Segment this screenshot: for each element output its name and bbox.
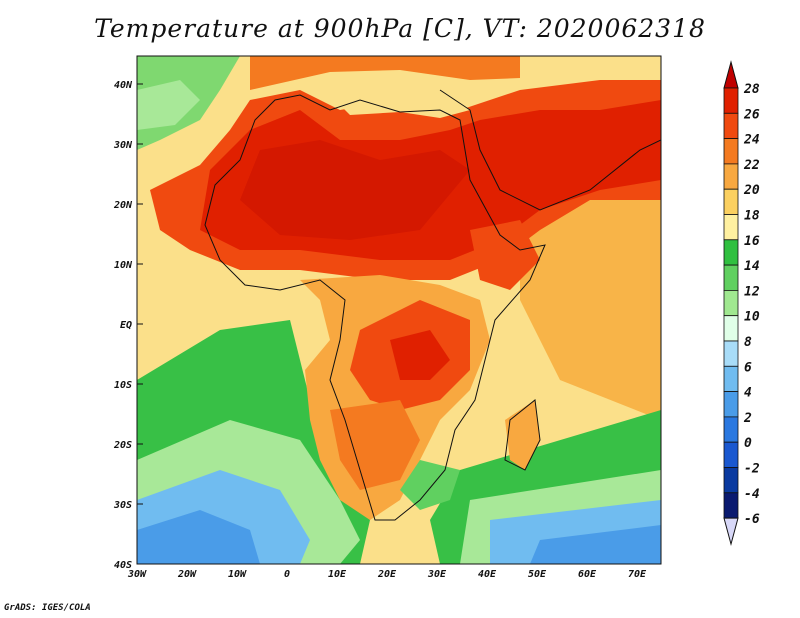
x-tick-label: 30E [427,569,447,580]
colorbar-label: 12 [744,284,760,299]
y-tick-label: 20S [113,440,132,451]
y-tick-label: 10S [114,380,132,391]
colorbar-swatch [723,467,739,494]
x-axis: 30W 20W 10W 0 10E 20E 30E 40E 50E 60E 70… [127,569,647,580]
colorbar-swatch [723,492,739,519]
x-tick-label: 10W [228,569,247,580]
y-tick-label: 20N [113,200,133,211]
colorbar-label: 10 [744,310,760,325]
x-tick-label: 20W [177,569,197,580]
colorbar-swatch [723,214,739,241]
colorbar-bottom-arrow [723,517,739,547]
colorbar-label: 14 [744,259,760,274]
x-tick-label: 0 [284,569,290,580]
x-tick-label: 50E [528,569,547,580]
colorbar-label: 6 [744,360,752,375]
y-axis: 40N 30N 20N 10N EQ 10S 20S 30S 40S [113,80,143,571]
colorbar-label: 8 [744,335,752,350]
x-tick-label: 70E [628,569,647,580]
colorbar-swatch [723,188,739,215]
y-tick-label: 10N [114,260,133,271]
colorbar-swatch [723,87,739,114]
colorbar-swatch [723,138,739,165]
colorbar-swatch [723,112,739,140]
colorbar-swatch [723,416,739,443]
colorbar-swatch [723,315,739,342]
colorbar-label: 4 [744,386,752,401]
colorbar-label: 2 [743,411,752,426]
colorbar-swatch [723,163,739,190]
colorbar-swatch [723,441,739,468]
map-title: Temperature at 900hPa [C], VT: 202006231… [94,14,706,43]
colorbar-label: 16 [744,234,760,249]
colorbar-label: 20 [743,183,760,198]
y-tick-label: 30N [113,140,133,151]
colorbar-label: 22 [743,158,760,173]
coastline [204,89,661,521]
colorbar-swatch [723,289,739,317]
temperature-field [137,56,661,564]
colorbar-swatch [723,264,739,291]
y-tick-label: EQ [120,320,132,331]
colorbar-swatch [723,239,739,266]
x-tick-label: 20E [377,569,397,580]
colorbar-label: 28 [743,82,760,97]
colorbar-swatch [723,391,739,418]
colorbar-label: -2 [744,462,760,477]
colorbar-label: -4 [744,487,760,502]
y-tick-label: 40N [114,80,133,91]
x-tick-label: 30W [127,569,147,580]
colorbar-label: 24 [743,133,760,148]
y-tick-label: 30S [113,500,132,511]
colorbar-label: 0 [744,436,752,451]
colorbar-top-arrow [723,60,739,89]
x-tick-label: 10E [328,569,347,580]
y-tick-label: 40S [114,560,132,571]
colorbar-label: 18 [744,209,760,224]
x-tick-label: 40E [478,569,497,580]
colorbar-swatch [723,365,739,392]
x-tick-label: 60E [578,569,597,580]
colorbar-label: 26 [743,107,760,122]
colorbar-label: -6 [744,512,760,527]
colorbar-swatch [723,340,739,367]
grads-credit: GrADS: IGES/COLA [4,603,91,613]
